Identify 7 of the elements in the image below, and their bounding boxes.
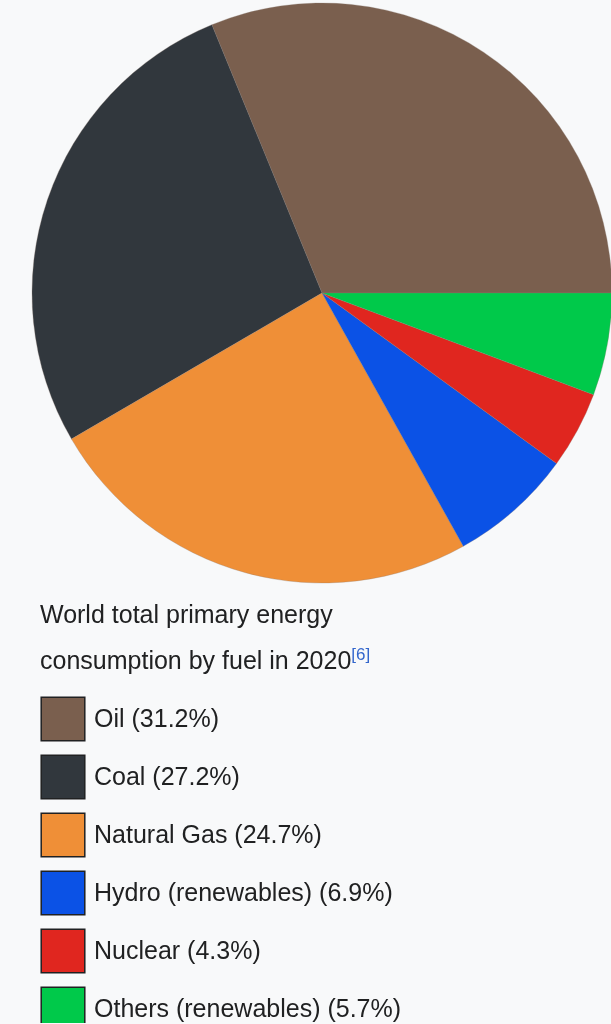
legend-label: Coal (27.2%) xyxy=(94,762,240,790)
legend-label: Nuclear (4.3%) xyxy=(94,936,261,964)
legend-label: Oil (31.2%) xyxy=(94,704,220,732)
legend-label: Others (renewables) (5.7%) xyxy=(94,994,402,1022)
text: World total primary energy consumption by fuel in 2020$^{[6]}$ xyxy=(40,600,371,674)
legend-label: Natural Gas (24.7%) xyxy=(94,820,322,848)
legend-label: Hydro (renewables) (6.9%) xyxy=(94,878,393,906)
